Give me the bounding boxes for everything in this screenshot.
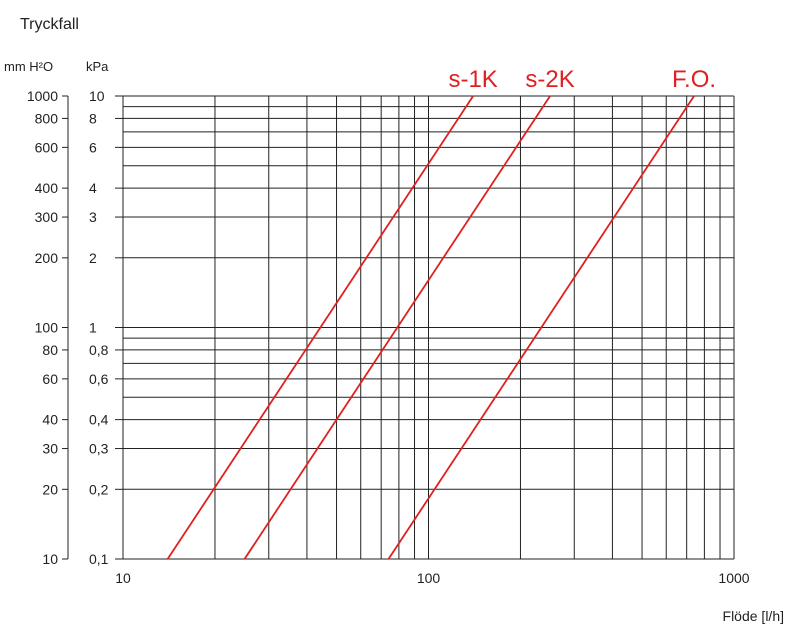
x-tick-label: 10 [115,570,131,586]
y-axis-unit-kpa: kPa [86,59,109,74]
y-axis-ticks-kpa: 0,1 0,2 0,3 0,4 0,6 0,8 1 2 3 4 6 8 10 [89,88,123,567]
y-tick-label-kpa: 0,6 [89,371,109,387]
y-tick-label-kpa: 6 [89,139,97,155]
y-tick-label-mmh2o: 40 [42,412,58,428]
y-tick-label-kpa: 0,8 [89,342,109,358]
x-axis-ticks: 10 100 1000 [115,570,750,586]
y-tick-label-mmh2o: 100 [35,320,59,336]
y-tick-label-kpa: 0,3 [89,441,109,457]
y-tick-label-kpa: 4 [89,180,97,196]
y-tick-label-mmh2o: 30 [42,441,58,457]
y-tick-label-mmh2o: 10 [42,551,58,567]
chart-grid [122,95,735,560]
chart-title: Tryckfall [20,16,79,33]
series-label: s-2K [525,66,574,93]
y-tick-label-kpa: 3 [89,209,97,225]
y-tick-label-mmh2o: 20 [42,481,58,497]
series-line-f-o- [387,95,695,560]
x-tick-label: 1000 [718,570,749,586]
y-tick-label-kpa: 0,4 [89,412,109,428]
y-tick-label-mmh2o: 600 [35,139,59,155]
y-tick-label-kpa: 1 [89,320,97,336]
y-axis-ticks-mmh2o: 10 20 30 40 60 80 100 200 300 400 600 800 1000 [27,88,69,567]
y-tick-label-kpa: 10 [89,88,105,104]
series-label: F.O. [672,66,716,93]
series-label: s-1K [448,66,497,93]
y-tick-label-kpa: 8 [89,110,97,126]
y-tick-label-kpa: 0,2 [89,481,109,497]
y-tick-label-mmh2o: 400 [35,180,59,196]
data-series: s-1K s-2K F.O. [166,66,716,560]
series-line-s-2k [243,95,551,560]
y-tick-label-mmh2o: 800 [35,110,59,126]
y-tick-label-mmh2o: 200 [35,250,59,266]
y-tick-label-kpa: 0,1 [89,551,109,567]
y-tick-label-mmh2o: 60 [42,371,58,387]
series-line-s-1k [166,95,474,560]
x-tick-label: 100 [417,570,441,586]
y-tick-label-mmh2o: 300 [35,209,59,225]
y-tick-label-mmh2o: 1000 [27,88,58,104]
y-axis-unit-mmh2o: mm H²O [4,59,53,74]
x-axis-label: Flöde [l/h] [723,608,784,624]
y-tick-label-kpa: 2 [89,250,97,266]
y-tick-label-mmh2o: 80 [42,342,58,358]
